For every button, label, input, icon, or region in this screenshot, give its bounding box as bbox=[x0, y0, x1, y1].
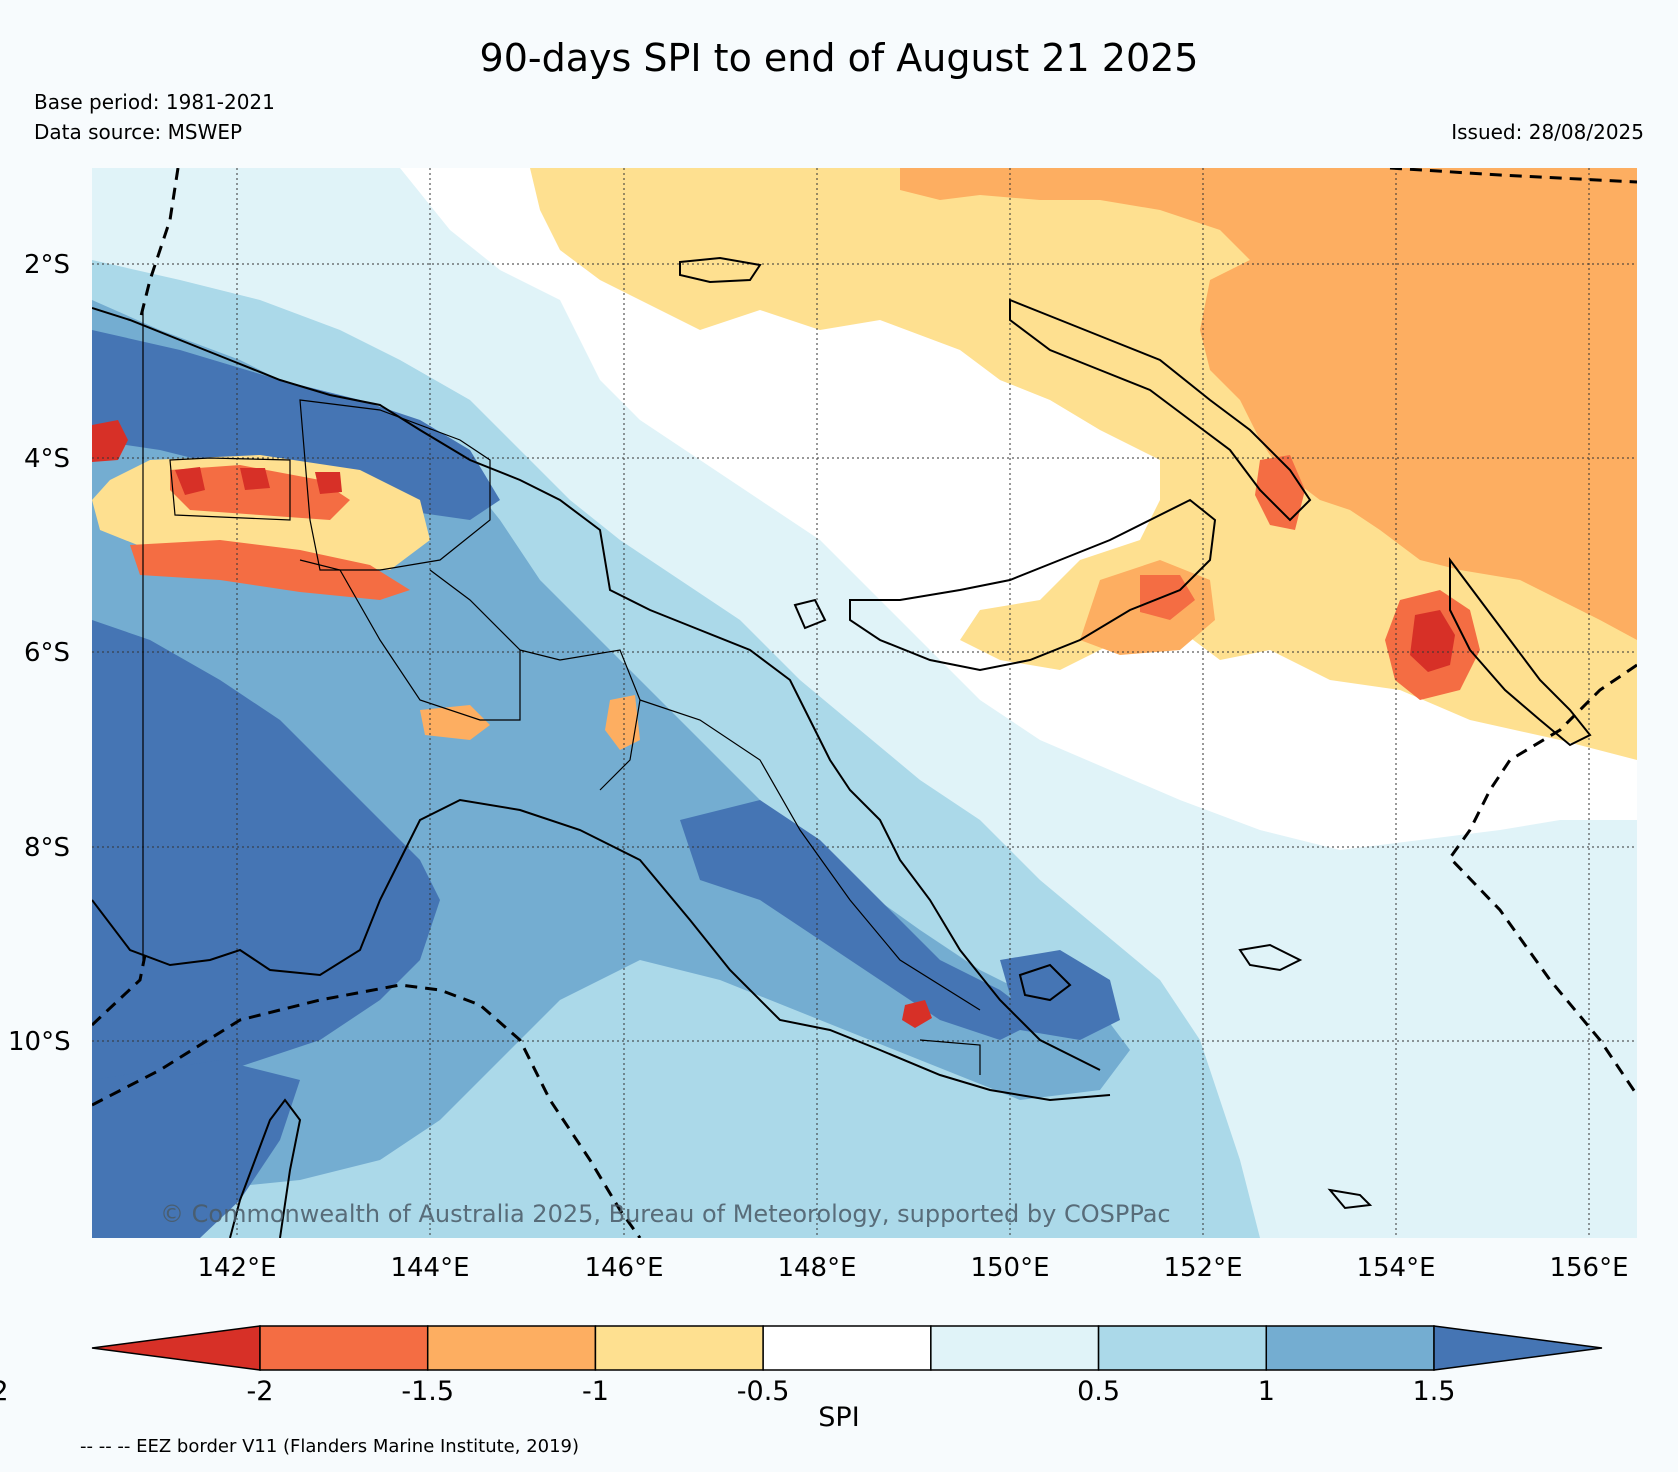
dry-spot-central bbox=[420, 695, 640, 750]
coastline-dentrecasteaux bbox=[1018, 963, 1072, 1002]
colorbar-tick-label: 1.5 bbox=[1413, 1376, 1456, 1405]
map-field bbox=[92, 168, 1637, 1238]
lon-label-152e: 152°E bbox=[1163, 1253, 1242, 1283]
admin-borders bbox=[142, 310, 981, 1075]
lat-label-8s: 8°S bbox=[24, 833, 70, 863]
colorbar-tick-label: 2 bbox=[0, 1376, 9, 1405]
coastline-manus bbox=[679, 256, 762, 284]
coastline-woodlark bbox=[1238, 943, 1303, 972]
colorbar-box bbox=[930, 1325, 1100, 1371]
colorbar-arrow-high bbox=[1433, 1325, 1603, 1371]
dry-region-core bbox=[900, 168, 1637, 640]
colorbar-arrow-low bbox=[91, 1325, 261, 1371]
lon-label-156e: 156°E bbox=[1549, 1253, 1628, 1283]
lon-label-150e: 150°E bbox=[970, 1253, 1049, 1283]
lat-label-2s: 2°S bbox=[24, 250, 70, 280]
colorbar-tick-label: -1 bbox=[582, 1376, 609, 1405]
map-title: 90-days SPI to end of August 21 2025 bbox=[479, 36, 1199, 80]
coastline-new-ireland bbox=[1009, 298, 1312, 522]
lon-label-146e: 146°E bbox=[584, 1253, 663, 1283]
colorbar-tick-label: -1.5 bbox=[401, 1376, 454, 1405]
colorbar: -2 -1.5 -1 -0.5 0.5 1 1.5 2 bbox=[0, 1325, 1603, 1405]
colorbar-box bbox=[762, 1325, 932, 1371]
eez-border-note: -- -- -- EEZ border V11 (Flanders Marine… bbox=[80, 1436, 580, 1457]
colorbar-box bbox=[1097, 1325, 1268, 1371]
colorbar-box bbox=[259, 1325, 429, 1371]
dry-band-highlands-core bbox=[170, 465, 350, 520]
coastline-cape-york bbox=[229, 1098, 302, 1238]
latitude-labels: 2°S 4°S 6°S 8°S 10°S bbox=[8, 250, 71, 1057]
colorbar-tick-label: 1 bbox=[1258, 1376, 1275, 1405]
colorbar-boxes bbox=[91, 1325, 1603, 1371]
dry-spot-milne bbox=[902, 1000, 932, 1028]
lat-label-6s: 6°S bbox=[24, 638, 70, 668]
colorbar-tick-label: 0.5 bbox=[1077, 1376, 1120, 1405]
dry-core-newbritain bbox=[1140, 575, 1195, 620]
wet-region-intense-south bbox=[92, 1060, 300, 1238]
dry-core-east-red bbox=[1410, 610, 1455, 672]
dry-band-south bbox=[130, 540, 410, 600]
lat-label-4s: 4°S bbox=[24, 444, 70, 474]
coastline-bougainville bbox=[1449, 557, 1592, 747]
base-period-text: Base period: 1981-2021 bbox=[34, 90, 275, 114]
longitude-labels: 142°E 144°E 146°E 148°E 150°E 152°E 154°… bbox=[197, 1253, 1628, 1283]
copyright-watermark: © Commonwealth of Australia 2025, Bureau… bbox=[160, 1200, 1171, 1228]
coastline-new-guinea-north bbox=[92, 307, 1101, 1071]
wet-region-intense-central bbox=[680, 800, 1040, 1040]
dry-spot-highland-red bbox=[175, 467, 342, 495]
colorbar-box bbox=[426, 1325, 597, 1371]
colorbar-tick-label: -0.5 bbox=[737, 1376, 790, 1405]
coastlines bbox=[92, 256, 1592, 1238]
colorbar-box bbox=[1265, 1325, 1435, 1371]
wet-region-intense bbox=[92, 620, 440, 1100]
colorbar-tick-label: -2 bbox=[247, 1376, 274, 1405]
coastline-new-guinea-south bbox=[92, 798, 1111, 1102]
coastline-rossel bbox=[1327, 1188, 1373, 1210]
eez-borders bbox=[92, 168, 1637, 1238]
lon-label-148e: 148°E bbox=[777, 1253, 856, 1283]
lat-label-10s: 10°S bbox=[8, 1027, 71, 1057]
colorbar-unit-label: SPI bbox=[818, 1402, 860, 1433]
data-source-text: Data source: MSWEP bbox=[34, 120, 243, 144]
lon-label-142e: 142°E bbox=[197, 1253, 276, 1283]
spi-map: 2°S 4°S 6°S 8°S 10°S 142°E 144°E 146°E 1… bbox=[8, 168, 1637, 1283]
issued-date-text: Issued: 28/08/2025 bbox=[1451, 120, 1644, 144]
colorbar-box bbox=[594, 1325, 764, 1371]
coastline-new-britain bbox=[849, 498, 1217, 672]
dry-spot-west bbox=[92, 420, 128, 462]
wet-region-intense-north bbox=[92, 330, 500, 520]
lon-label-144e: 144°E bbox=[390, 1253, 469, 1283]
colorbar-ticks: -2 -1.5 -1 -0.5 0.5 1 1.5 2 bbox=[0, 1376, 1455, 1405]
coastline-karkar bbox=[793, 598, 827, 630]
lon-label-154e: 154°E bbox=[1356, 1253, 1435, 1283]
